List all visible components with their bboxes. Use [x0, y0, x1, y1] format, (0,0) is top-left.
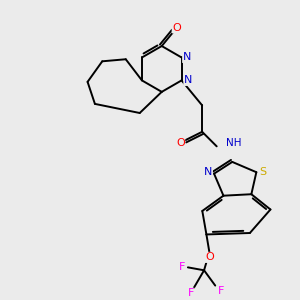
- Text: F: F: [179, 262, 185, 272]
- Text: O: O: [205, 252, 214, 262]
- Text: O: O: [176, 138, 185, 148]
- Text: F: F: [188, 288, 194, 298]
- Text: O: O: [172, 23, 181, 33]
- Text: N: N: [184, 75, 192, 85]
- Text: N: N: [183, 52, 191, 62]
- Text: NH: NH: [226, 138, 242, 148]
- Text: F: F: [218, 286, 224, 296]
- Text: S: S: [259, 167, 266, 177]
- Text: N: N: [204, 167, 212, 177]
